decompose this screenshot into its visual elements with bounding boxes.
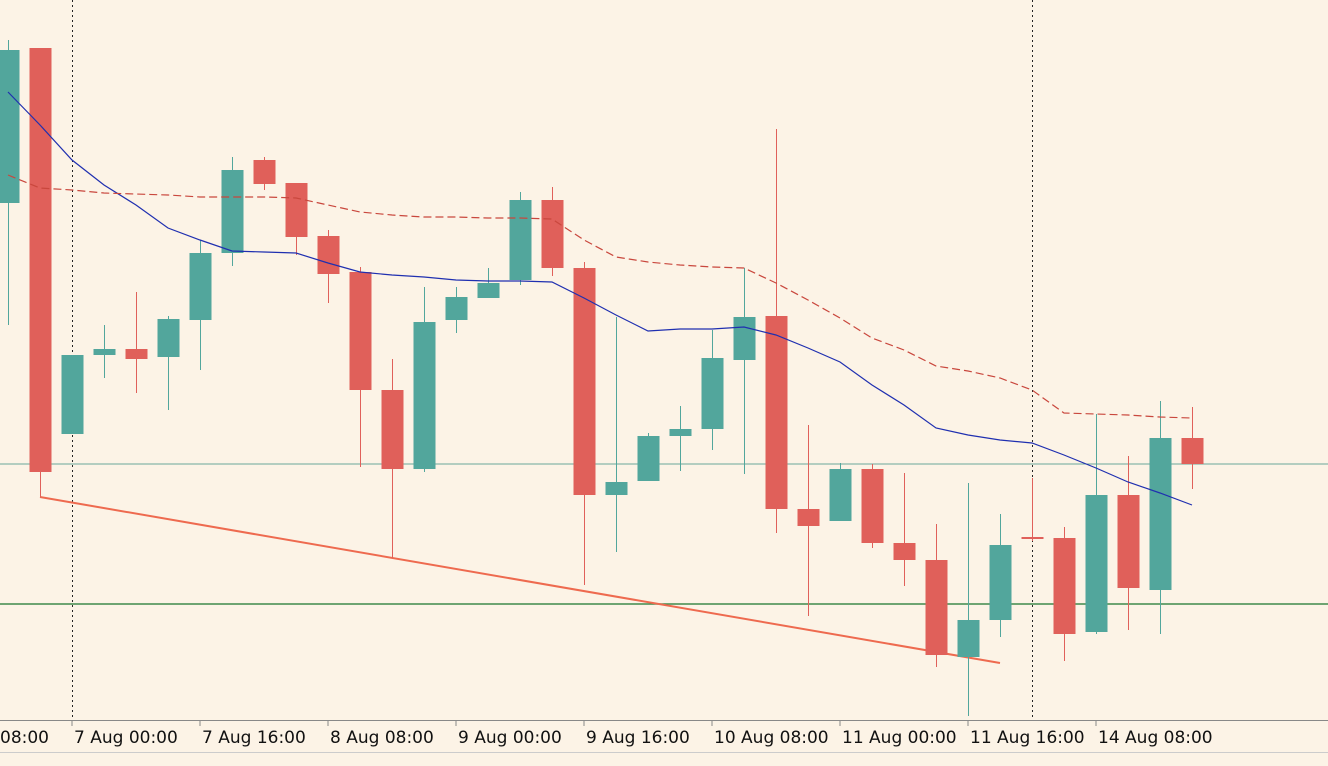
candle-body [861,469,884,543]
candle-body [1021,537,1044,539]
x-tick-label: 11 Aug 00:00 [842,728,957,748]
candle-body [605,482,628,495]
candle-body [733,317,756,360]
candle-body [669,429,692,436]
candle-body [349,272,372,390]
candle-body [317,236,340,274]
candle-body [29,48,52,472]
candle-body [0,50,20,203]
candle-body [509,200,532,280]
overlay-line [7,91,1193,506]
candle-body [829,469,852,521]
candle-body [573,268,596,495]
candle-body [637,436,660,481]
candle-body [157,319,180,357]
candle-body [125,349,148,359]
x-tick-label: 7 Aug 16:00 [202,728,306,748]
candle-body [253,160,276,184]
candle-body [221,170,244,253]
x-tick-label: 8 Aug 08:00 [330,728,434,748]
x-tick-label: 9 Aug 16:00 [586,728,690,748]
candle-body [285,183,308,237]
candle-body [1117,495,1140,588]
candle-body [189,253,212,320]
candle-body [957,620,980,657]
x-tick-label: 10 Aug 08:00 [714,728,829,748]
candle-body [893,543,916,560]
candle-body [1085,495,1108,632]
candle-body [1053,538,1076,634]
candle-body [701,358,724,429]
candle-body [477,283,500,298]
trendline [39,496,1001,664]
candle-body [989,545,1012,620]
candle-body [1181,438,1204,464]
candle-body [541,200,564,268]
candle-body [445,297,468,320]
x-tick-label: 08:00 [0,728,49,748]
candle-body [61,355,84,434]
x-tick-label: 14 Aug 08:00 [1098,728,1213,748]
candle-body [381,390,404,469]
x-tick-label: 7 Aug 00:00 [74,728,178,748]
plot-area [0,40,1328,716]
overlay-line [7,174,1193,419]
x-tick-label: 9 Aug 00:00 [458,728,562,748]
candle-body [797,509,820,526]
candle-body [93,349,116,355]
candle-body [1149,438,1172,590]
candle-body [925,560,948,655]
candle-body [765,316,788,509]
x-tick-label: 11 Aug 16:00 [970,728,1085,748]
candle-body [413,322,436,469]
